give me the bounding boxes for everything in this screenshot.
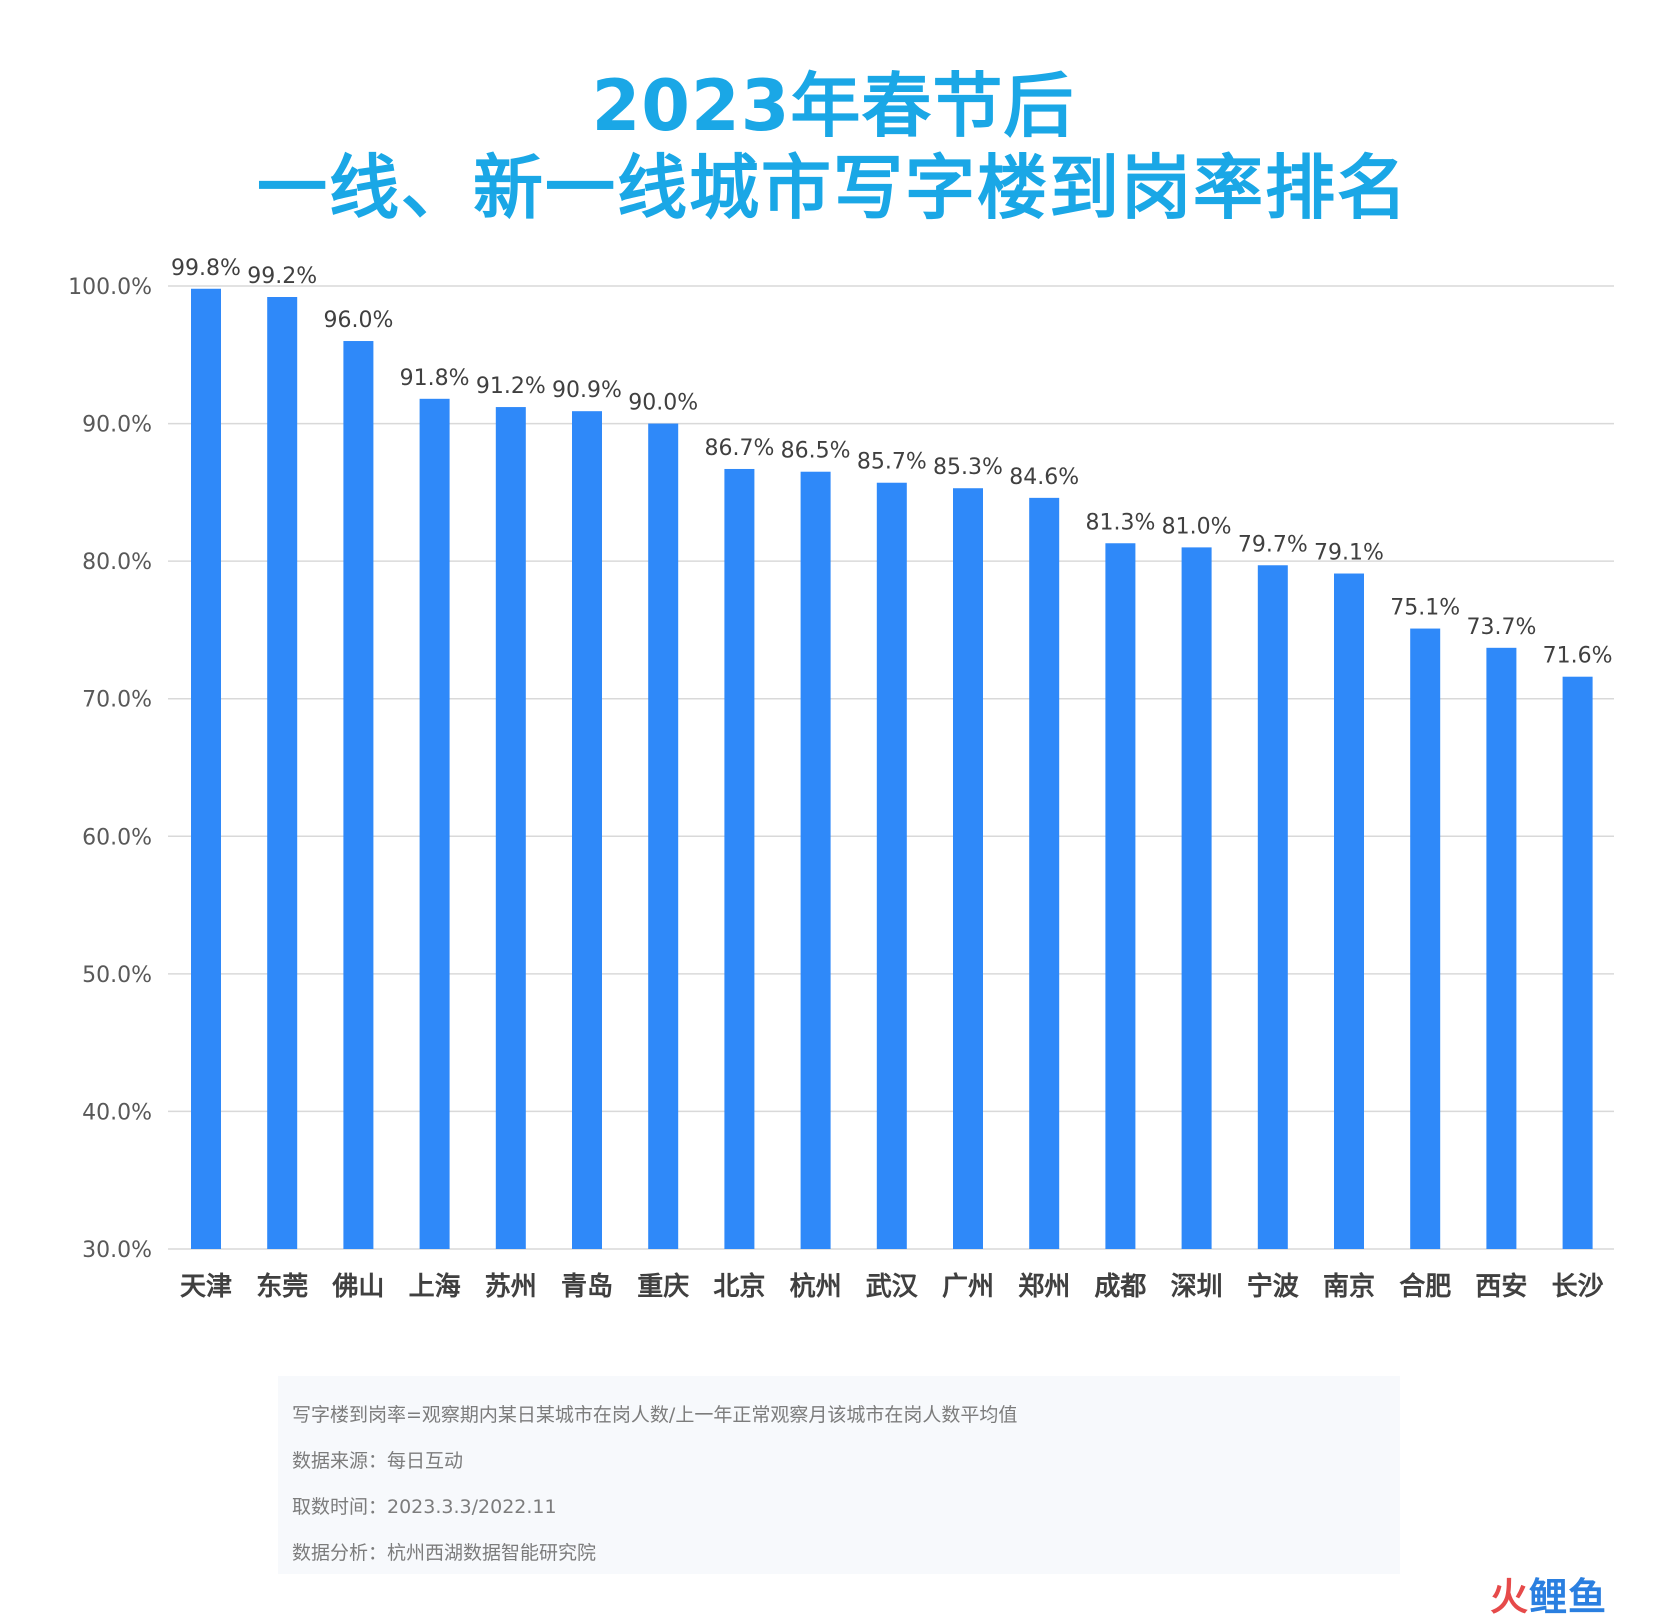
- logo-text-part-1: 火: [1490, 1575, 1530, 1619]
- y-tick-label: 40.0%: [82, 1100, 152, 1125]
- footnote-box: 写字楼到岗率=观察期内某日某城市在岗人数/上一年正常观察月该城市在岗人数平均值 …: [278, 1376, 1400, 1574]
- x-category-label: 东莞: [256, 1271, 308, 1302]
- bar-value-label: 79.7%: [1238, 532, 1308, 557]
- bar: [1029, 497, 1060, 1249]
- x-category-label: 广州: [942, 1272, 994, 1302]
- bar: [953, 488, 983, 1250]
- footnote-source: 数据来源：每日互动: [292, 1450, 464, 1472]
- y-tick-label: 90.0%: [82, 413, 152, 438]
- y-tick-label: 80.0%: [82, 550, 152, 575]
- bar: [343, 341, 374, 1249]
- bars: [191, 288, 1593, 1250]
- bar-value-label: 73.7%: [1466, 615, 1536, 640]
- chart-title-line-2: 一线、新一线城市写字楼到岗率排名: [257, 147, 1409, 229]
- bar-value-label: 91.8%: [400, 366, 470, 391]
- bar: [1562, 676, 1593, 1249]
- x-category-label: 天津: [180, 1272, 232, 1302]
- bar: [572, 411, 602, 1249]
- x-category-label: 郑州: [1018, 1272, 1070, 1302]
- bar: [1334, 573, 1364, 1249]
- logo-text-part-2: 鲤鱼: [1529, 1575, 1608, 1619]
- bar-value-label: 75.1%: [1390, 596, 1460, 621]
- x-category-label: 武汉: [866, 1272, 919, 1302]
- bar: [1410, 628, 1441, 1249]
- bar-value-label: 81.0%: [1162, 514, 1232, 539]
- x-category-label: 北京: [713, 1271, 765, 1302]
- x-category-label: 宁波: [1247, 1271, 1300, 1302]
- bar: [191, 288, 221, 1249]
- bar-value-label: 90.0%: [628, 391, 698, 416]
- y-axis-tick-labels: 30.0% 40.0% 50.0% 60.0% 70.0% 80.0% 90.0% 100.0…: [68, 275, 152, 1263]
- y-tick-label: 50.0%: [82, 963, 152, 988]
- bar: [1181, 547, 1212, 1249]
- bar: [495, 407, 526, 1249]
- bar: [876, 482, 907, 1249]
- bar: [1486, 647, 1517, 1249]
- bar: [1105, 543, 1136, 1249]
- bar: [419, 398, 450, 1249]
- bar: [1257, 565, 1288, 1249]
- bar-value-label: 85.7%: [857, 450, 927, 475]
- chart-title-line-1: 2023年春节后: [591, 65, 1075, 147]
- bar-value-label: 90.9%: [552, 378, 622, 403]
- footnote-definition: 写字楼到岗率=观察期内某日某城市在岗人数/上一年正常观察月该城市在岗人数平均值: [292, 1404, 1018, 1426]
- bar-value-label: 85.3%: [933, 455, 1003, 480]
- x-category-label: 苏州: [485, 1272, 537, 1302]
- x-category-label: 上海: [409, 1272, 461, 1302]
- bar: [648, 423, 679, 1250]
- bar-value-label: 86.5%: [781, 439, 851, 464]
- x-category-label: 南京: [1323, 1271, 1375, 1302]
- bar-value-label: 99.8%: [171, 256, 241, 281]
- x-category-label: 重庆: [637, 1271, 689, 1302]
- y-tick-label: 30.0%: [82, 1238, 152, 1263]
- brand-logo: 火鲤鱼: [1490, 1566, 1607, 1621]
- x-category-label: 佛山: [331, 1272, 384, 1302]
- y-tick-label: 60.0%: [82, 825, 152, 850]
- bar-value-labels: 99.8% 99.2%96.0% 91.8% 91.2% 90.9% 90.0%86.7%…: [171, 256, 1612, 669]
- bar-value-label: 79.1%: [1314, 541, 1384, 566]
- bar: [267, 297, 298, 1249]
- x-category-label: 西安: [1475, 1272, 1527, 1302]
- bar-chart: 30.0% 40.0% 50.0% 60.0% 70.0% 80.0% 90.0% 100.0…: [68, 256, 1614, 1302]
- bar-value-label: 99.2%: [247, 264, 317, 289]
- x-category-label: 合肥: [1399, 1271, 1451, 1302]
- x-category-label: 深圳: [1171, 1272, 1223, 1302]
- footnote-date: 取数时间：2023.3.3/2022.11: [292, 1496, 557, 1518]
- x-category-label: 长沙: [1552, 1272, 1604, 1302]
- x-category-label: 杭州: [790, 1271, 842, 1302]
- bar: [800, 471, 831, 1249]
- x-category-label: 青岛: [561, 1271, 613, 1302]
- bar-value-label: 84.6%: [1009, 465, 1079, 490]
- bar-value-label: 71.6%: [1543, 644, 1613, 669]
- bar: [724, 468, 755, 1250]
- y-tick-label: 70.0%: [82, 688, 152, 713]
- bar-value-label: 86.7%: [704, 436, 774, 461]
- bar-value-label: 91.2%: [476, 374, 546, 399]
- x-category-label: 成都: [1094, 1272, 1146, 1302]
- bar-value-label: 96.0%: [323, 308, 393, 333]
- footnote-analysis: 数据分析：杭州西湖数据智能研究院: [292, 1542, 597, 1564]
- bar-value-label: 81.3%: [1085, 510, 1155, 535]
- y-tick-label: 100.0%: [68, 275, 152, 300]
- x-axis-category-labels: 天津 东莞 佛山 上海 苏州 青岛 重庆 北京 杭州 武汉 广州 郑州 成都 深圳 宁波 南京 合肥 西安 长沙: [180, 1271, 1604, 1302]
